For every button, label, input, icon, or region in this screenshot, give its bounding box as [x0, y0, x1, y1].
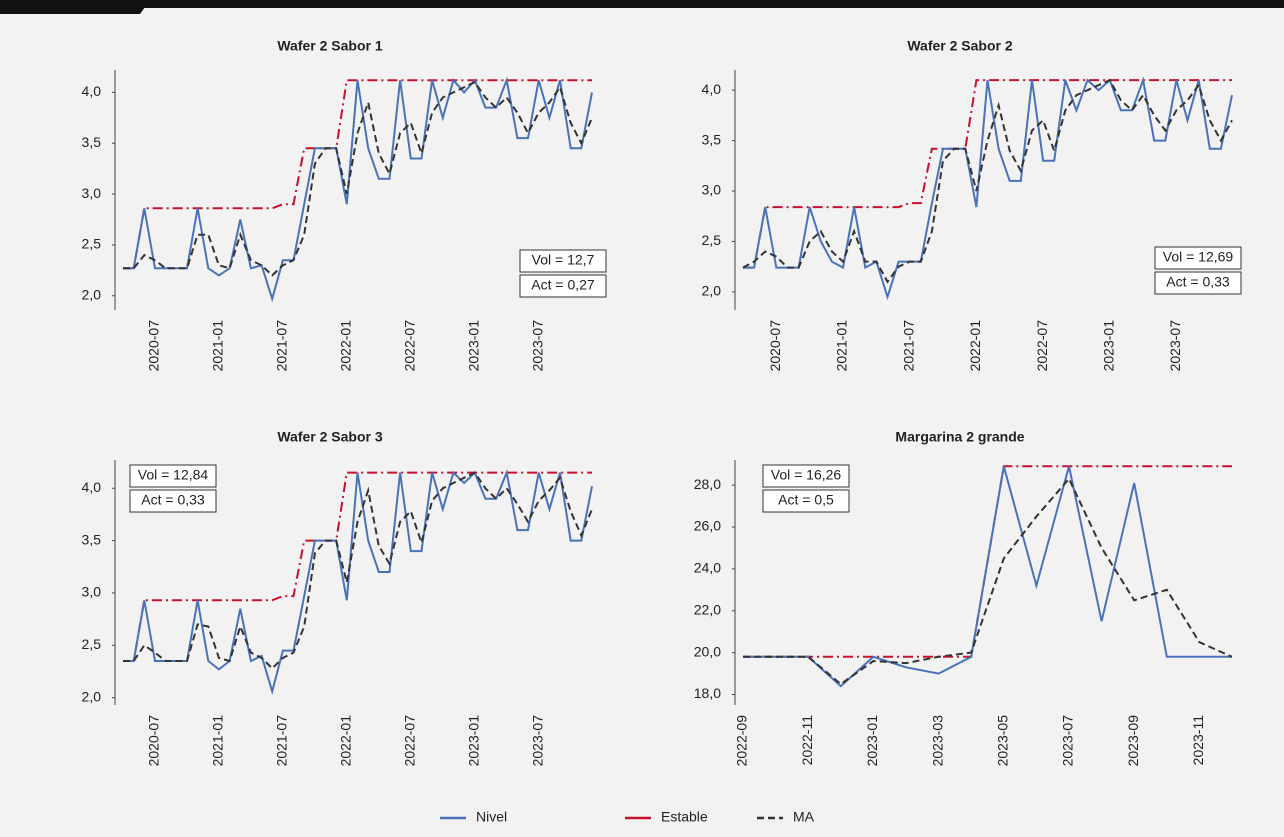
annotation-box	[1154, 271, 1242, 295]
annotation: Act = 0,5	[778, 492, 834, 508]
legend-label: Nivel	[476, 809, 507, 825]
annotation: Vol = 12,69	[1163, 249, 1234, 265]
chart-title: Wafer 2 Sabor 1	[277, 38, 383, 54]
x-tick-label: 2023-01	[465, 320, 481, 372]
legend-label: Estable	[661, 809, 708, 825]
y-tick-label: 2,5	[82, 636, 102, 652]
annotation-box	[519, 249, 607, 273]
annotation-box	[519, 274, 607, 298]
x-tick-label: 2023-07	[529, 320, 545, 372]
series-line	[123, 471, 592, 662]
y-tick-label: 18,0	[694, 685, 721, 701]
y-tick-label: 26,0	[694, 518, 721, 534]
x-tick-label: 2022-07	[1034, 320, 1050, 372]
top-tab	[0, 0, 150, 14]
y-tick-label: 4,0	[82, 479, 102, 495]
x-tick-label: 2023-07	[1167, 320, 1183, 372]
y-tick-label: 2,5	[702, 232, 722, 248]
x-tick-label: 2022-09	[734, 715, 750, 767]
x-tick-label: 2020-07	[767, 320, 783, 372]
x-tick-label: 2022-11	[799, 715, 815, 766]
series-line	[123, 469, 593, 696]
chart-title: Margarina 2 grande	[895, 429, 1024, 445]
x-tick-label: 2023-11	[1190, 715, 1206, 766]
annotation-box	[129, 489, 217, 513]
x-tick-label: 2022-07	[401, 320, 417, 372]
y-tick-label: 20,0	[694, 643, 721, 659]
y-tick-label: 2,0	[702, 283, 722, 299]
y-tick-label: 2,0	[82, 688, 102, 704]
y-tick-label: 22,0	[694, 601, 721, 617]
y-tick-label: 4,0	[82, 83, 102, 99]
series-line	[123, 79, 592, 270]
x-tick-label: 2021-07	[274, 320, 290, 372]
y-tick-label: 3,5	[702, 131, 722, 147]
x-tick-label: 2023-01	[465, 715, 481, 767]
x-tick-label: 2022-07	[401, 715, 417, 767]
x-tick-label: 2021-01	[210, 320, 226, 372]
x-tick-label: 2023-07	[529, 715, 545, 767]
chart-title: Wafer 2 Sabor 3	[277, 429, 383, 445]
y-tick-label: 3,5	[82, 531, 102, 547]
chart-title: Wafer 2 Sabor 2	[907, 38, 1013, 54]
y-tick-label: 3,0	[702, 182, 722, 198]
x-tick-label: 2023-01	[1100, 320, 1116, 372]
y-tick-label: 2,5	[82, 236, 102, 252]
series-line	[123, 80, 593, 277]
x-tick-label: 2023-01	[864, 715, 880, 767]
annotation-box	[129, 464, 217, 488]
x-tick-label: 2022-01	[338, 715, 354, 767]
y-tick-label: 24,0	[694, 560, 721, 576]
annotation-box	[762, 489, 850, 513]
x-tick-label: 2021-01	[834, 320, 850, 372]
annotation: Act = 0,33	[141, 492, 205, 508]
series-line	[743, 466, 1232, 688]
top-bar	[0, 0, 1284, 8]
annotation-box	[762, 464, 850, 488]
series-line	[743, 79, 1232, 269]
x-tick-label: 2021-07	[274, 715, 290, 767]
y-tick-label: 28,0	[694, 476, 721, 492]
x-tick-label: 2023-09	[1125, 715, 1141, 767]
y-tick-label: 4,0	[702, 81, 722, 97]
series-line	[743, 76, 1233, 301]
annotation: Vol = 12,7	[532, 252, 595, 268]
annotation: Vol = 16,26	[771, 467, 842, 483]
x-tick-label: 2021-07	[900, 320, 916, 372]
x-tick-label: 2020-07	[146, 715, 162, 767]
x-tick-label: 2022-01	[338, 320, 354, 372]
x-tick-label: 2023-07	[1060, 715, 1076, 767]
legend-label: MA	[793, 809, 815, 825]
x-tick-label: 2023-03	[929, 715, 945, 767]
y-tick-label: 3,0	[82, 584, 102, 600]
series-line	[123, 471, 593, 670]
y-tick-label: 2,0	[82, 286, 102, 302]
x-tick-label: 2021-01	[210, 715, 226, 767]
annotation: Act = 0,33	[1166, 274, 1230, 290]
series-line	[742, 78, 1233, 284]
y-tick-label: 3,5	[82, 134, 102, 150]
x-tick-label: 2020-07	[146, 320, 162, 372]
y-tick-label: 3,0	[82, 185, 102, 201]
x-tick-label: 2022-01	[967, 320, 983, 372]
series-line	[123, 76, 593, 303]
annotation: Vol = 12,84	[138, 467, 209, 483]
x-tick-label: 2023-05	[995, 715, 1011, 767]
annotation: Act = 0,27	[531, 277, 595, 293]
annotation-box	[1154, 246, 1242, 270]
